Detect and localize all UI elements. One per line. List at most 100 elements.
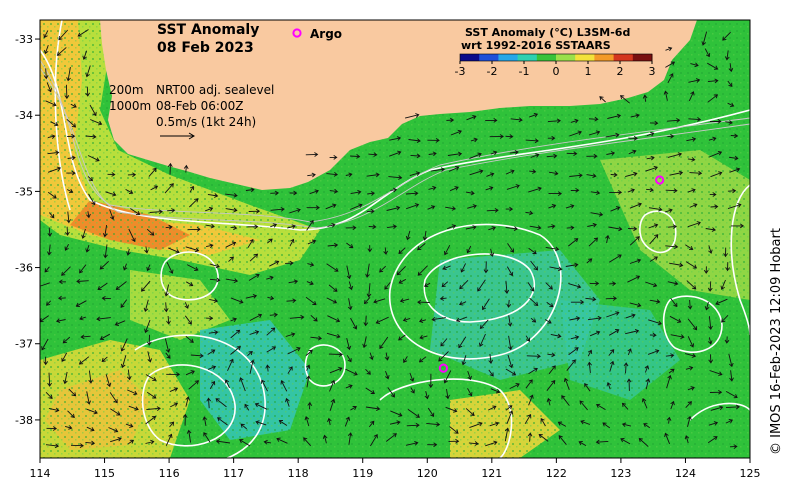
- current-arrow: [46, 426, 58, 431]
- colorbar-tick-label: -2: [487, 65, 498, 78]
- current-arrow: [255, 420, 267, 426]
- current-arrow: [367, 245, 373, 253]
- contour-eddy-7: [639, 210, 677, 254]
- x-tick-label: 116: [159, 467, 180, 480]
- current-arrow: [570, 188, 580, 193]
- current-arrow: [47, 150, 60, 156]
- current-arrow: [458, 336, 467, 349]
- current-arrow: [120, 299, 128, 308]
- current-arrow: [418, 318, 427, 324]
- current-arrow: [165, 224, 173, 230]
- current-arrow: [168, 247, 180, 254]
- current-arrow: [548, 204, 557, 209]
- current-arrow: [525, 335, 531, 342]
- current-arrow: [602, 422, 611, 429]
- current-arrow: [345, 225, 357, 231]
- current-arrow: [509, 383, 520, 390]
- current-arrow: [307, 262, 315, 267]
- model-label: NRT00 adj. sealevel: [156, 83, 274, 97]
- current-arrow: [128, 228, 136, 243]
- colorbar-segment: [632, 54, 653, 61]
- current-arrow: [607, 113, 622, 119]
- current-arrow: [725, 391, 738, 399]
- current-arrow: [606, 311, 620, 318]
- current-arrow: [50, 121, 59, 127]
- current-arrow: [66, 170, 76, 176]
- current-arrow: [544, 319, 552, 324]
- current-arrow: [490, 388, 501, 394]
- colorbar-segment: [498, 54, 519, 61]
- current-arrow: [557, 421, 567, 427]
- current-arrow: [485, 118, 498, 123]
- x-tick-label: 118: [288, 467, 309, 480]
- colorbar-tick-label: -3: [455, 65, 466, 78]
- current-arrow: [644, 365, 650, 373]
- current-arrow: [329, 155, 338, 160]
- current-arrow: [165, 352, 171, 359]
- current-arrow: [427, 138, 440, 143]
- current-arrow: [61, 266, 71, 276]
- current-arrow: [506, 410, 514, 425]
- current-arrow: [548, 191, 563, 196]
- current-arrow: [590, 190, 601, 196]
- current-arrow: [164, 284, 170, 297]
- current-arrow: [709, 389, 723, 395]
- current-arrow: [685, 261, 698, 269]
- current-arrow: [570, 118, 579, 124]
- current-arrow: [66, 188, 74, 194]
- current-arrow: [649, 299, 661, 304]
- current-arrow: [289, 238, 295, 247]
- current-arrow: [350, 154, 361, 159]
- current-arrow: [260, 379, 268, 392]
- current-arrow: [44, 266, 50, 273]
- current-arrow: [164, 183, 174, 194]
- colorbar-segment: [479, 54, 499, 61]
- current-arrow: [126, 248, 131, 256]
- current-arrow: [305, 364, 311, 371]
- colorbar-segment: [613, 54, 634, 61]
- current-arrow: [606, 382, 612, 390]
- current-arrow: [587, 315, 602, 321]
- current-arrow: [227, 358, 234, 371]
- current-arrow: [445, 389, 450, 400]
- current-arrow: [285, 332, 296, 337]
- current-arrow: [41, 338, 49, 351]
- current-arrow: [458, 301, 467, 306]
- current-arrow: [146, 264, 151, 272]
- current-arrow: [667, 281, 679, 286]
- current-arrow: [207, 365, 217, 370]
- current-arrow: [270, 223, 278, 228]
- current-arrow: [247, 238, 254, 249]
- current-arrow: [664, 432, 671, 445]
- current-arrow: [278, 420, 288, 426]
- current-arrow: [398, 334, 406, 341]
- current-arrow: [305, 152, 319, 157]
- current-arrow: [540, 418, 546, 427]
- current-arrow: [470, 137, 478, 143]
- current-arrow: [608, 226, 623, 232]
- current-arrow: [670, 334, 685, 340]
- current-arrow: [350, 406, 357, 411]
- current-arrow: [379, 336, 389, 349]
- current-arrow: [130, 208, 141, 216]
- current-arrow: [329, 188, 339, 194]
- current-arrow: [307, 239, 317, 245]
- current-arrow: [150, 185, 159, 191]
- current-arrow: [627, 275, 641, 283]
- current-arrow: [80, 334, 91, 340]
- current-arrow: [346, 337, 352, 351]
- current-arrow: [329, 379, 336, 392]
- current-arrow: [729, 370, 734, 382]
- current-arrow: [203, 432, 211, 443]
- current-arrow: [708, 316, 713, 331]
- current-arrow: [187, 227, 201, 232]
- current-arrow: [64, 425, 73, 430]
- current-arrow: [710, 171, 723, 178]
- current-arrow: [85, 65, 91, 78]
- current-arrow: [96, 316, 111, 322]
- current-arrow: [510, 117, 523, 123]
- current-arrow: [366, 283, 372, 298]
- current-arrow: [67, 133, 76, 139]
- current-arrow: [225, 278, 239, 284]
